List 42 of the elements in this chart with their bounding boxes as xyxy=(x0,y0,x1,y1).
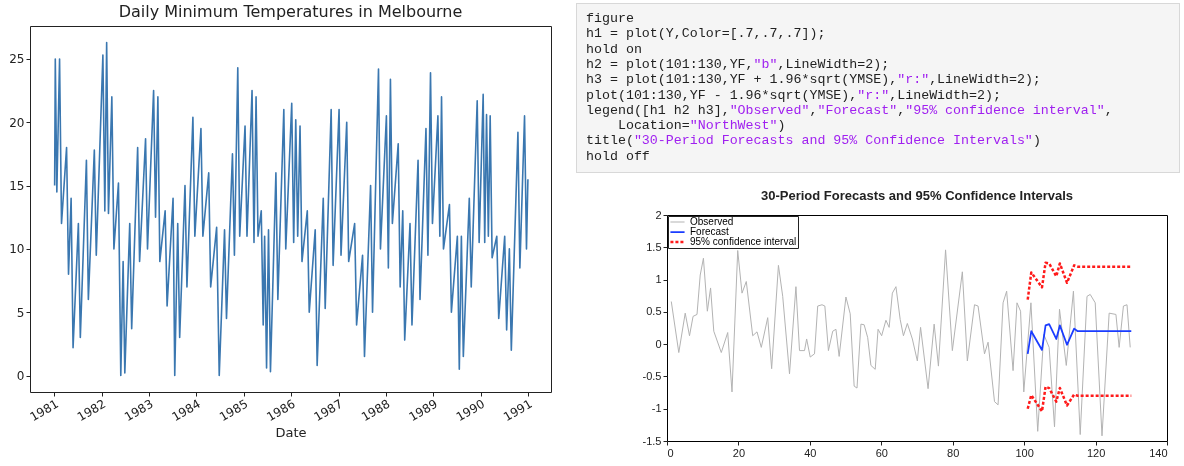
x-axis-title: Date xyxy=(275,425,307,441)
x-tick-label: 80 xyxy=(947,446,960,459)
text: h2 = plot(101:130,YF,"b",LineWidth=2); xyxy=(586,56,890,72)
x-tick-label: 60 xyxy=(875,446,888,459)
y-tick-label: 15 xyxy=(9,179,25,194)
y-tick-label: 0 xyxy=(655,337,662,350)
text: h1 = plot(Y,Color=[.7,.7,.7]); xyxy=(586,26,826,42)
line-series xyxy=(1026,261,1133,301)
line-series xyxy=(670,249,1131,437)
x-tick-label: 100 xyxy=(1015,446,1034,459)
line-series xyxy=(53,41,529,377)
y-tick-label: -1 xyxy=(651,402,662,415)
text: hold off xyxy=(586,148,650,164)
legend-label: Forecast xyxy=(690,226,730,237)
y-tick-label: 0.5 xyxy=(646,305,662,318)
x-tick-label: 40 xyxy=(804,446,817,459)
text: Location="NorthWest") xyxy=(617,118,786,134)
text: h3 = plot(101:130,YF + 1.96*sqrt(YMSE),"r:",LineWidth=2); xyxy=(586,72,1041,88)
x-tick-label: 20 xyxy=(732,446,746,459)
y-tick-label: 5 xyxy=(16,305,25,320)
text: figure xyxy=(586,11,634,26)
y-tick-label: -0.5 xyxy=(642,369,662,382)
y-tick-label: 2 xyxy=(655,208,662,221)
y-tick-label: 0 xyxy=(16,369,25,384)
y-tick-label: 1.5 xyxy=(646,240,662,253)
chart-title: Daily Minimum Temperatures in Melbourne xyxy=(118,2,463,21)
y-tick-label: 1 xyxy=(655,273,662,286)
text: title("30-Period Forecasts and 95% Confidence Intervals") xyxy=(586,133,1041,149)
legend-label: Observed xyxy=(690,216,734,227)
legend-label: 95% confidence interval xyxy=(690,236,797,247)
text: legend([h1 h2 h3],"Observed","Forecast","95% confidence interval", xyxy=(586,102,1113,118)
y-tick-label: 20 xyxy=(9,115,25,130)
x-tick-label: 0 xyxy=(667,446,674,459)
text: hold on xyxy=(586,41,642,57)
y-tick-label: 25 xyxy=(9,52,25,67)
text: plot(101:130,YF - 1.96*sqrt(YMSE),"r:",LineWidth=2); xyxy=(586,87,1001,103)
x-tick-label: 120 xyxy=(1086,446,1106,459)
chart-title: 30-Period Forecasts and 95% Confidence Intervals xyxy=(760,188,1074,203)
y-tick-label: -1.5 xyxy=(642,434,662,447)
line-series xyxy=(1026,323,1133,355)
y-tick-label: 10 xyxy=(9,242,25,257)
x-tick-label: 140 xyxy=(1149,446,1168,459)
